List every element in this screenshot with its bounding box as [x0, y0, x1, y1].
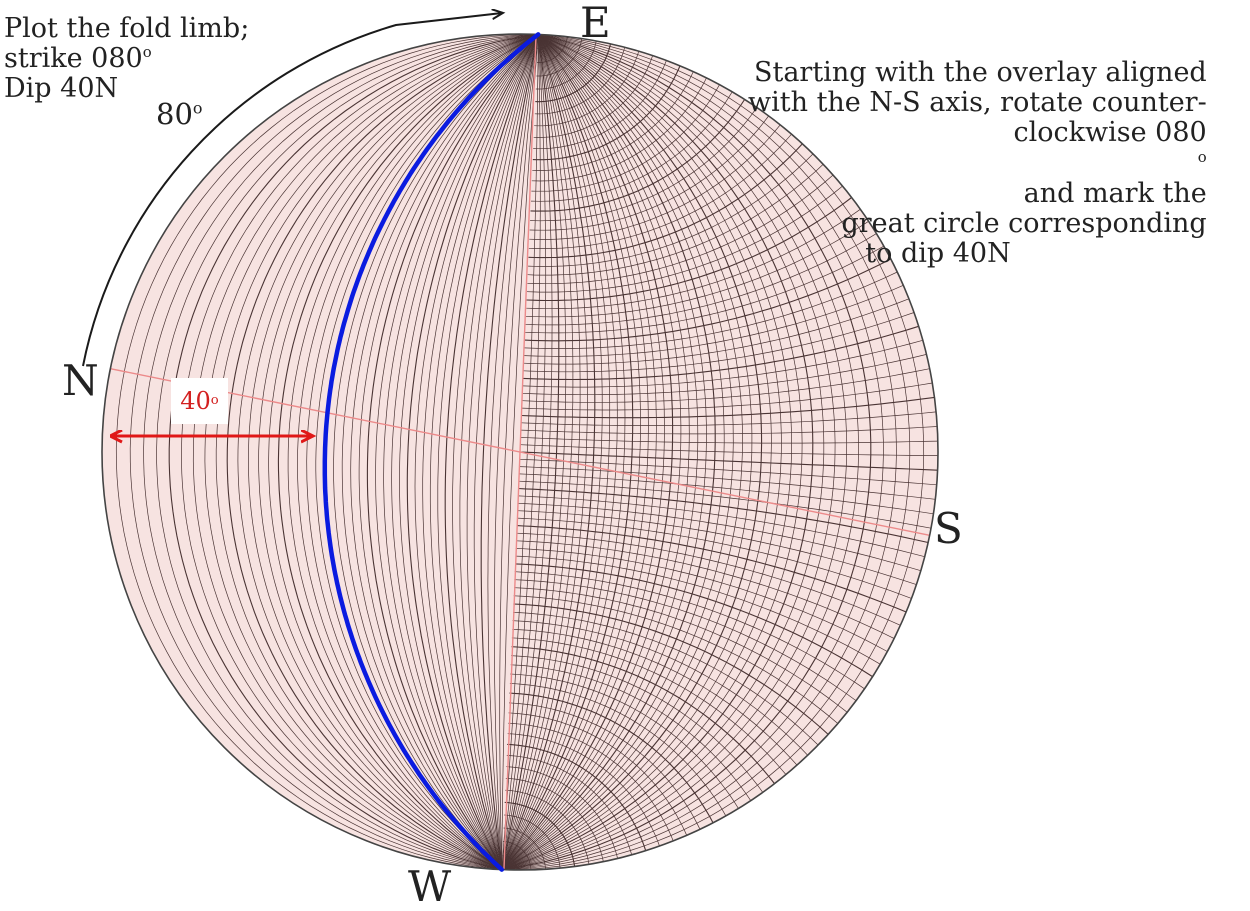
- great-circle-grid-line: [480, 34, 539, 870]
- cardinal-label-n: N: [62, 356, 99, 405]
- instruction-line: to dip 40N: [865, 238, 1011, 270]
- great-circle-grid-line: [350, 34, 539, 870]
- great-circle-grid-line: [437, 34, 539, 870]
- net-axes: [110, 34, 930, 870]
- instruction-line: clockwise 080 o and mark the: [1013, 117, 1207, 209]
- great-circle-grid-line: [414, 34, 539, 870]
- cardinal-label-e: E: [580, 0, 611, 47]
- primitive-circle: [101, 33, 939, 871]
- rotation-angle-label: 80o: [156, 97, 203, 131]
- great-circle-grid-line: [383, 34, 539, 870]
- instructions-right: Starting with the overlay aligned with t…: [748, 57, 1207, 270]
- great-circle-grid-line: [501, 34, 539, 870]
- instruction-line: strike 080o: [4, 43, 152, 75]
- instruction-line: Dip 40N: [4, 73, 119, 105]
- net-grid: [115, 34, 938, 870]
- small-circle-grid-line: [502, 841, 532, 870]
- great-circle-grid-line: [399, 34, 539, 870]
- instructions-left: Plot the fold limb; strike 080o Dip 40N: [4, 13, 250, 105]
- great-circle-grid-line: [493, 34, 539, 870]
- dip-angle-label: 40 o: [171, 378, 228, 424]
- small-circle-grid-line: [502, 854, 517, 870]
- instruction-line: with the N-S axis, rotate counter-: [748, 87, 1207, 119]
- great-circle-grid-line: [487, 34, 539, 870]
- great-circle-grid-line: [366, 34, 539, 870]
- cardinal-label-w: W: [408, 862, 452, 911]
- great-circle-grid-line: [358, 34, 539, 870]
- rotation-arrow: [82, 13, 502, 367]
- great-circle-grid-line: [473, 34, 539, 870]
- instruction-line: Starting with the overlay aligned: [753, 57, 1207, 88]
- great-circle-grid-line: [499, 34, 539, 870]
- great-circle-grid-line: [452, 34, 539, 870]
- instruction-line: great circle corresponding: [841, 208, 1207, 240]
- great-circle-grid-line: [341, 34, 539, 870]
- great-circle-grid-line: [459, 34, 539, 870]
- great-circle-grid-line: [391, 34, 539, 870]
- east-west-axis-line: [503, 34, 537, 870]
- instruction-line: Plot the fold limb;: [4, 13, 250, 44]
- great-circle-grid-line: [375, 34, 539, 870]
- great-circle-grid-line: [429, 34, 539, 870]
- small-circle-grid-line: [520, 444, 938, 456]
- great-circle-dip-40n: [322, 32, 541, 872]
- great-circle-grid-line: [333, 34, 539, 870]
- great-circle-grid-line: [406, 34, 539, 870]
- great-circle-grid-line: [422, 34, 539, 870]
- great-circle-grid-line: [444, 34, 539, 870]
- cardinal-label-s: S: [934, 504, 963, 553]
- great-circle-grid-line: [466, 34, 539, 870]
